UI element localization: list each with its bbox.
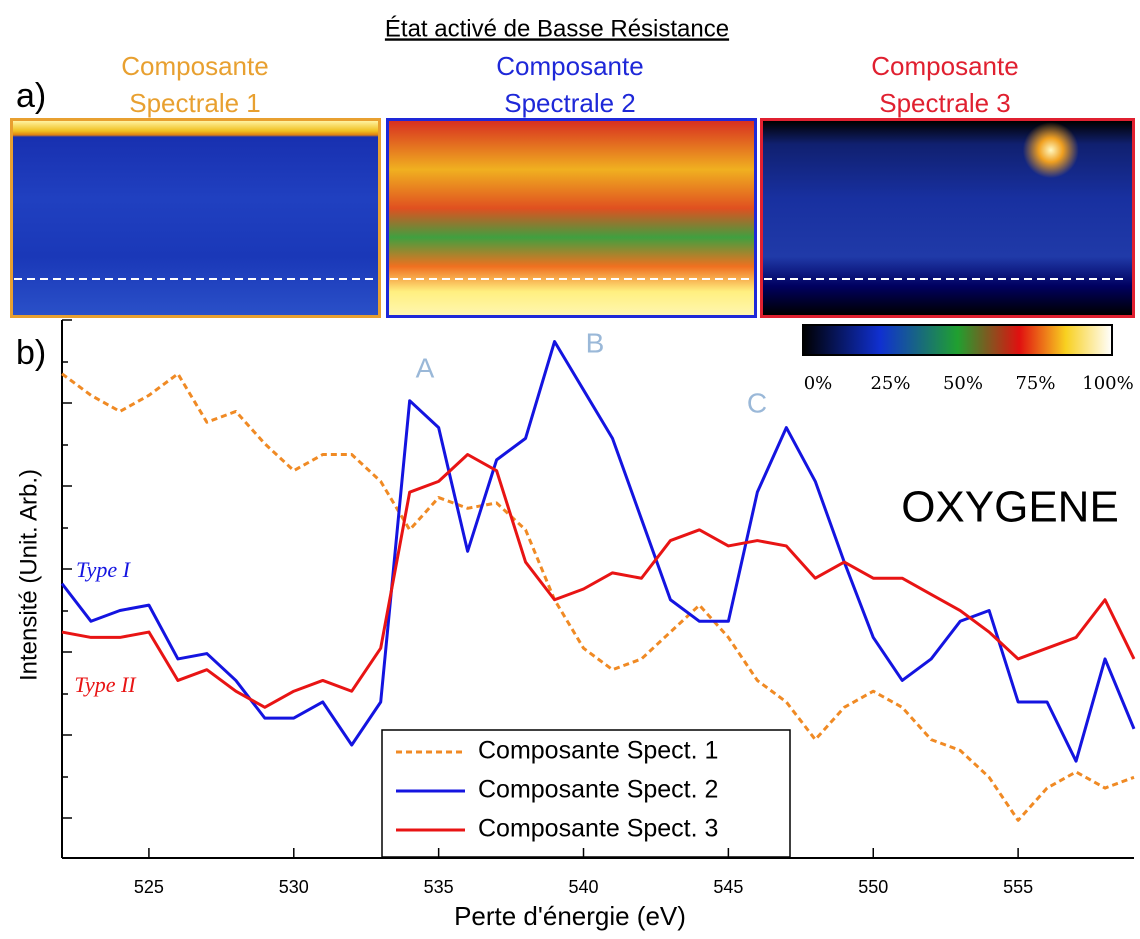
colorbar	[802, 324, 1113, 356]
x-axis-label: Perte d'énergie (eV)	[454, 901, 686, 931]
legend-label: Composante Spect. 3	[478, 815, 718, 843]
map-title: Composante Spectrale 1	[121, 51, 269, 118]
series-line	[61, 453, 1136, 709]
y-ticks	[62, 319, 72, 819]
x-tick-label: 545	[713, 877, 743, 897]
legend-label: Composante Spect. 1	[478, 737, 718, 765]
annotation: Type I	[76, 557, 132, 582]
colorbar-label: 0%	[804, 373, 833, 394]
x-tick-label: 540	[568, 877, 598, 897]
x-tick-label: 555	[1003, 877, 1033, 897]
map-2	[386, 118, 757, 318]
colorbar-label: 75%	[1015, 373, 1055, 394]
annotation: B	[586, 327, 605, 358]
colorbar-label: 50%	[943, 373, 983, 394]
colorbar-label: 100%	[1082, 373, 1133, 394]
legend-label: Composante Spect. 2	[478, 776, 718, 804]
series-line	[61, 372, 1135, 822]
colorbar-label: 25%	[870, 373, 910, 394]
y-axis-label: Intensité (Unit. Arb.)	[15, 469, 42, 681]
annotation: C	[747, 387, 767, 418]
map-3	[760, 118, 1135, 318]
x-tick-label: 530	[279, 877, 309, 897]
annotation: A	[416, 352, 435, 383]
map-title: Composante Spectrale 3	[871, 51, 1019, 118]
x-tick-label: 525	[134, 877, 164, 897]
title: État activé de Basse Résistance	[385, 15, 729, 42]
x-tick-label: 535	[424, 877, 454, 897]
map-title: Composante Spectrale 2	[496, 51, 644, 118]
panel-label: a)	[16, 77, 46, 115]
annotation: OXYGENE	[901, 483, 1119, 532]
annotation: Type II	[74, 672, 137, 697]
series-line	[60, 340, 1136, 763]
panel-label: b)	[16, 334, 46, 372]
x-tick-label: 550	[858, 877, 888, 897]
map-1	[10, 118, 381, 318]
legend	[381, 729, 791, 858]
